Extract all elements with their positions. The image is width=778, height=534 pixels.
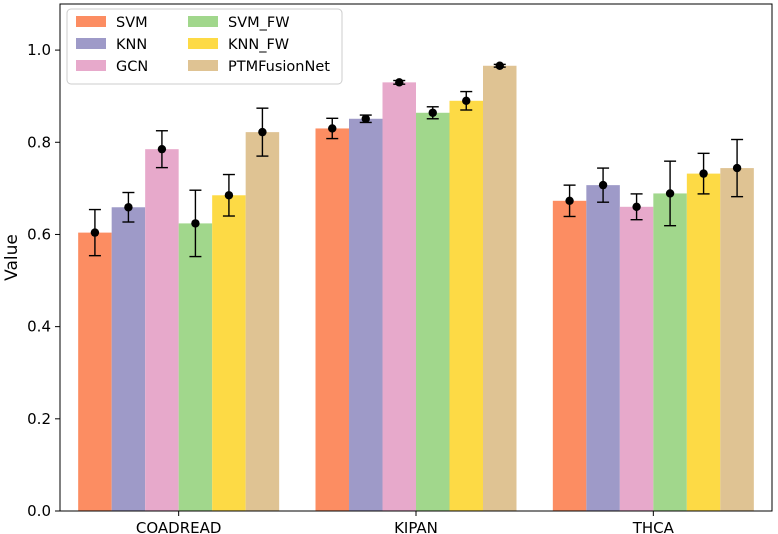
bar-knn-thca	[586, 185, 620, 511]
bar-svm_fw-thca	[653, 193, 687, 511]
error-bar-svm_fw-kipan	[426, 106, 439, 120]
legend-swatch	[76, 60, 106, 71]
bar-gcn-thca	[619, 206, 654, 512]
error-bar-knn-thca	[597, 167, 610, 203]
bar-knn_fw-kipan	[449, 100, 483, 512]
legend-item-knn: KNN	[76, 37, 147, 53]
error-bar-knn_fw-coadread	[222, 173, 235, 217]
error-bar-knn-coadread	[122, 191, 135, 223]
bar-svm-coadread	[78, 232, 112, 512]
y-tick-label: 0.0	[27, 502, 51, 520]
bar-svm_fw-kipan	[416, 112, 450, 512]
error-bar-svm-thca	[563, 184, 576, 218]
bar-knn_fw-thca	[686, 173, 721, 511]
bars-layer	[78, 65, 754, 512]
legend-label: PTMFusionNet	[228, 59, 330, 75]
y-tick-label: 0.8	[27, 133, 51, 151]
legend-swatch	[188, 38, 218, 49]
error-bar-knn-kipan	[359, 114, 372, 124]
y-tick-label: 0.4	[27, 318, 51, 336]
y-tick-label: 0.2	[27, 410, 51, 428]
error-bar-knn_fw-thca	[697, 152, 710, 195]
bar-knn-coadread	[111, 207, 146, 511]
y-tick-label: 0.6	[27, 225, 51, 243]
bar-svm-thca	[552, 200, 587, 512]
bar-svm_fw-coadread	[178, 223, 213, 511]
bar-svm-kipan	[315, 128, 349, 512]
bar-ptmfusionnet-kipan	[483, 65, 517, 512]
error-bar-svm-coadread	[88, 208, 101, 257]
legend-label: KNN	[116, 37, 147, 53]
x-tick-label: THCA	[632, 519, 675, 534]
bar-knn_fw-coadread	[212, 195, 246, 511]
y-axis-label: Value	[2, 234, 22, 281]
legend-swatch	[76, 16, 106, 27]
error-bar-ptmfusionnet-kipan	[493, 61, 506, 70]
y-axis: 0.0 0.2 0.4 0.6 0.8 1.0	[27, 41, 60, 520]
legend: SVM KNN GCN SVM_FW KNN_FW PTMFusionNet	[66, 8, 343, 85]
error-bar-svm_fw-coadread	[189, 189, 202, 258]
legend-swatch	[188, 16, 218, 27]
legend-label: GCN	[116, 59, 148, 75]
legend-label: SVM_FW	[228, 15, 290, 31]
error-bars-layer	[88, 61, 744, 258]
legend-swatch	[76, 38, 106, 49]
error-bar-knn_fw-kipan	[460, 90, 473, 111]
bar-ptmfusionnet-coadread	[245, 132, 280, 511]
y-tick-label: 1.0	[27, 41, 51, 59]
error-bar-ptmfusionnet-coadread	[256, 107, 269, 157]
error-bar-ptmfusionnet-thca	[731, 138, 744, 198]
error-bar-gcn-kipan	[393, 78, 406, 87]
legend-swatch	[188, 60, 218, 71]
legend-item-gcn: GCN	[76, 59, 148, 75]
bar-gcn-coadread	[145, 149, 179, 511]
legend-item-svm_fw: SVM_FW	[188, 15, 290, 31]
error-bar-svm_fw-thca	[664, 160, 677, 227]
bar-knn-kipan	[349, 118, 383, 512]
legend-item-ptmfusionnet: PTMFusionNet	[188, 59, 330, 75]
x-axis: COADREAD KIPAN THCA	[136, 511, 675, 534]
error-bar-gcn-thca	[630, 193, 643, 221]
legend-item-svm: SVM	[76, 15, 148, 31]
bar-gcn-kipan	[382, 82, 416, 511]
legend-label: KNN_FW	[228, 37, 289, 53]
legend-label: SVM	[116, 15, 148, 31]
bar-ptmfusionnet-thca	[720, 168, 754, 512]
legend-item-knn_fw: KNN_FW	[188, 37, 289, 53]
error-bar-gcn-coadread	[155, 130, 168, 169]
error-bar-svm-kipan	[326, 117, 339, 140]
x-tick-label: COADREAD	[136, 519, 222, 534]
x-tick-label: KIPAN	[394, 519, 438, 534]
